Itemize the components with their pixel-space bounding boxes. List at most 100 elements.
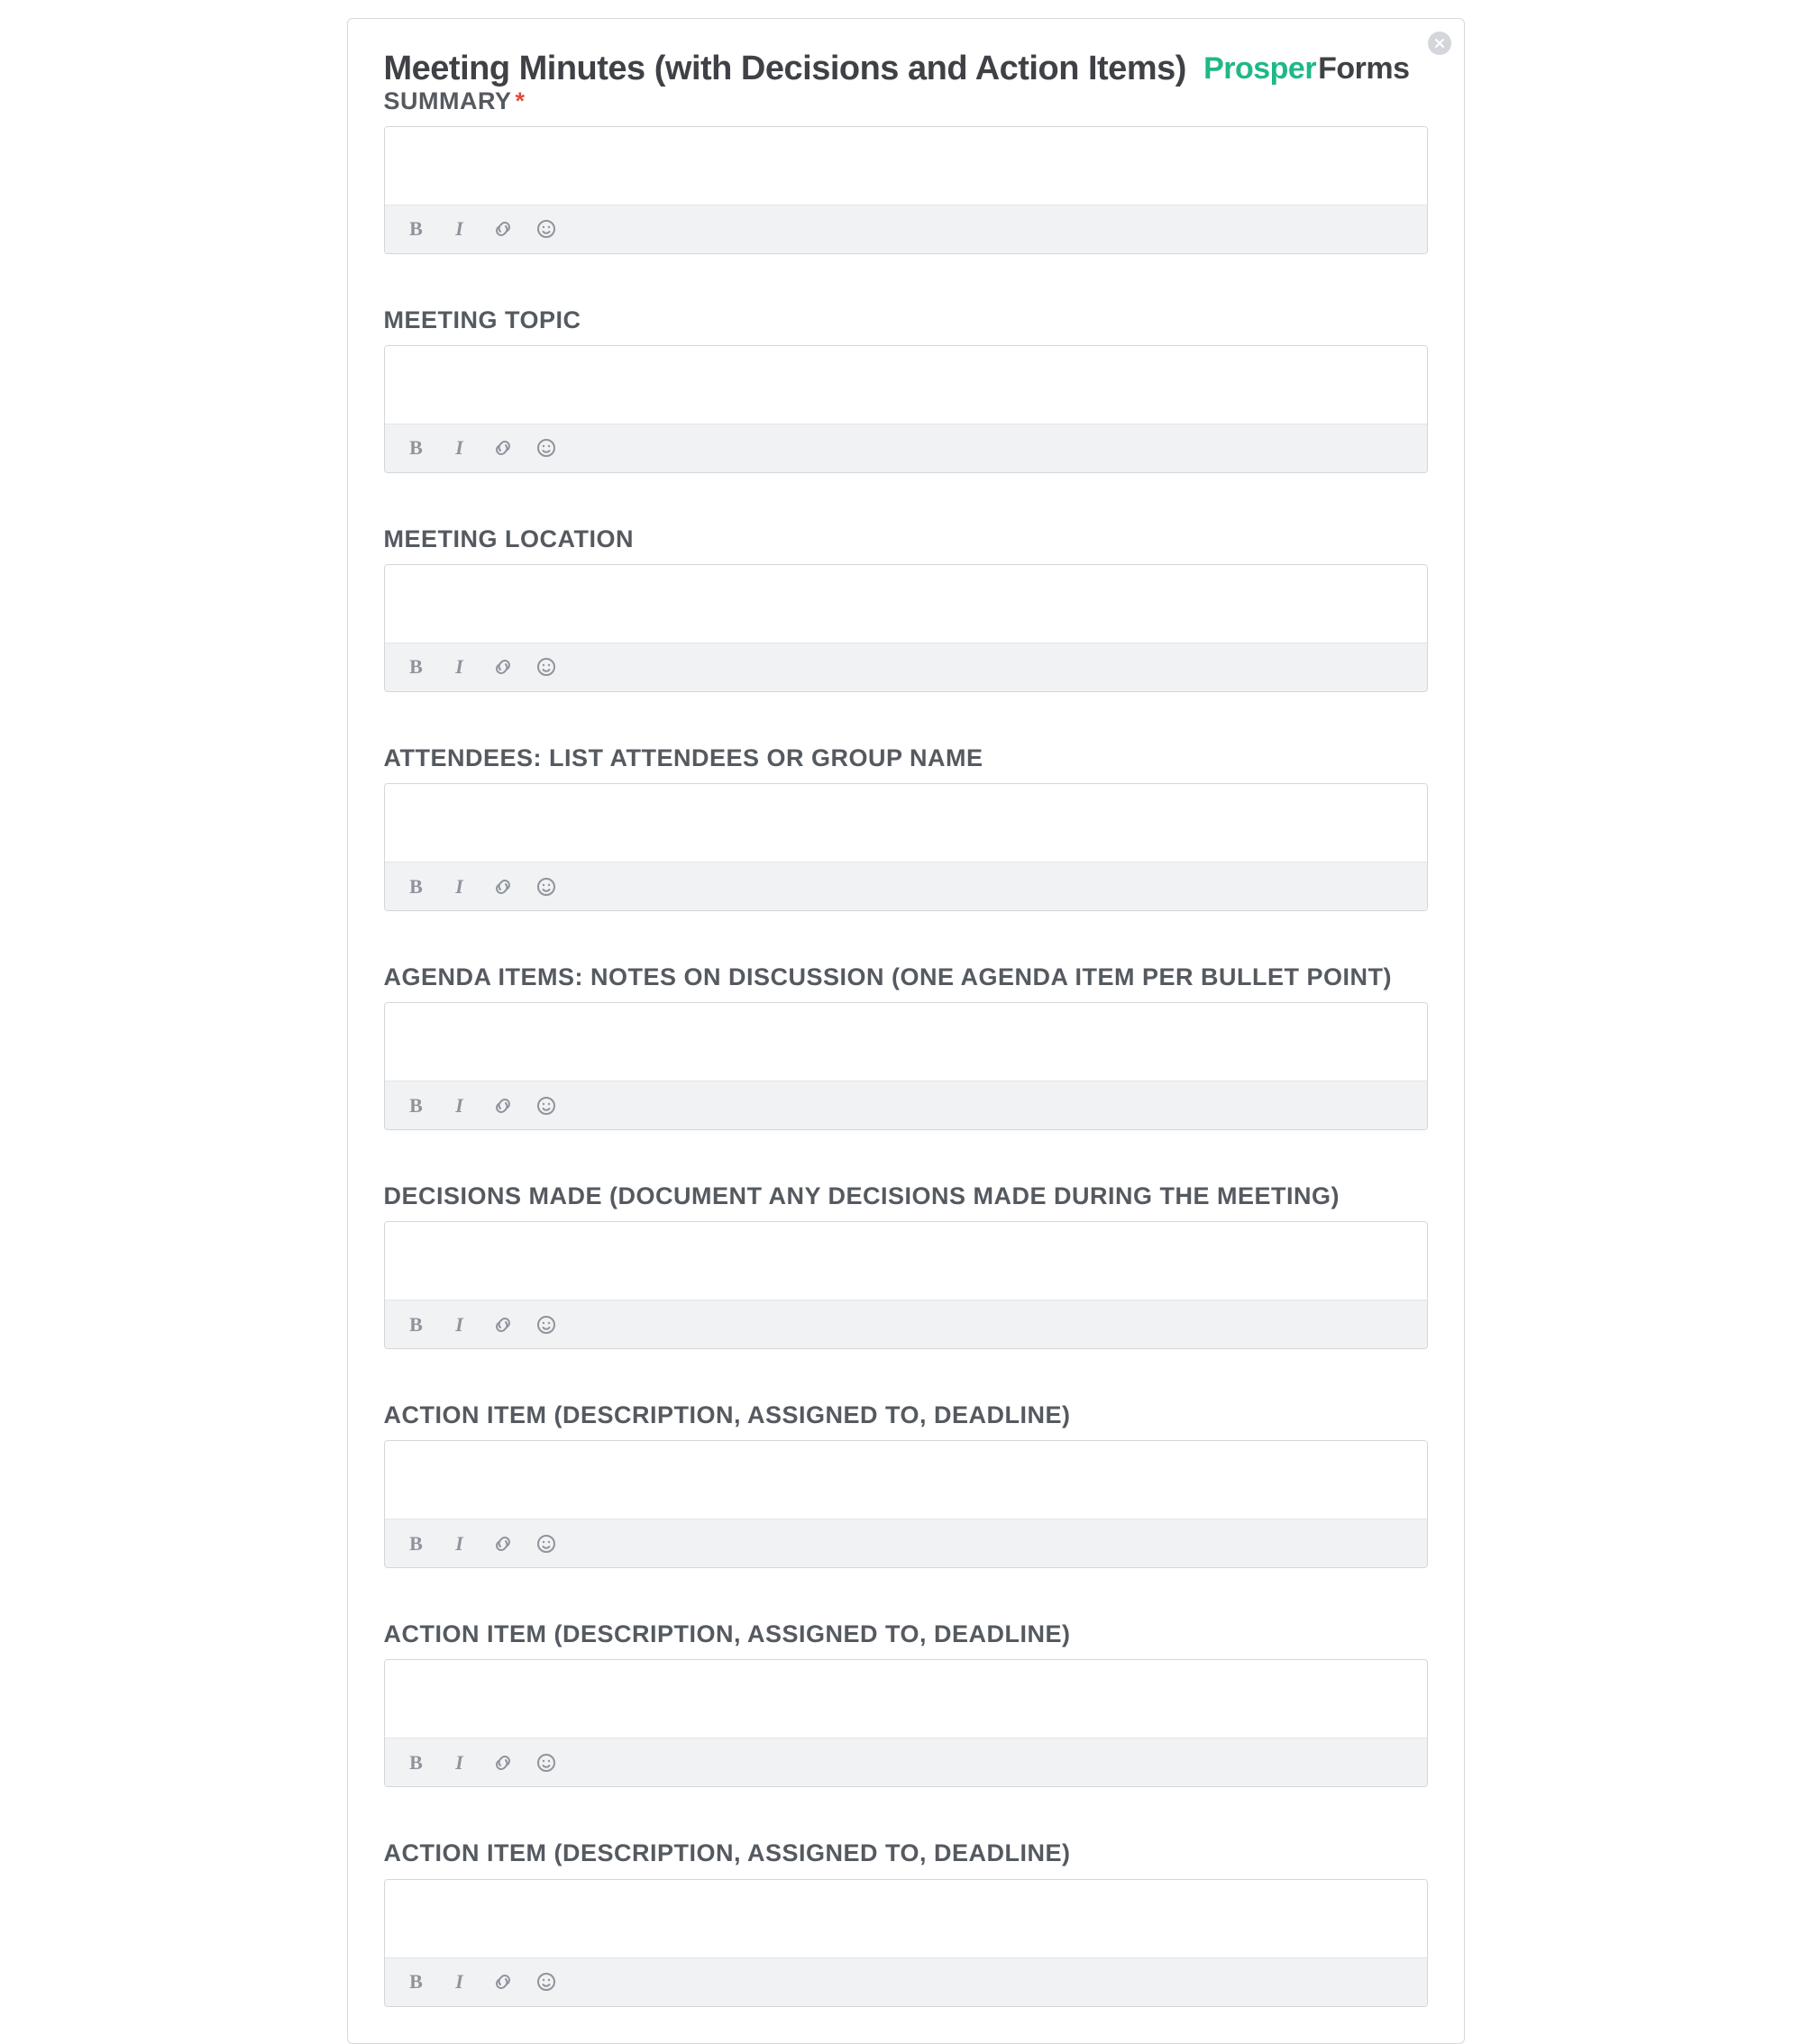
fields-container: SUMMARY*BIMEETING TOPICBIMEETING LOCATIO… (384, 86, 1428, 2007)
italic-button[interactable]: I (448, 1313, 471, 1337)
italic-button[interactable]: I (448, 1094, 471, 1118)
editor-toolbar: BI (385, 1300, 1427, 1348)
rich-text-editor: BI (384, 345, 1428, 473)
form-header: Meeting Minutes (with Decisions and Acti… (384, 50, 1428, 89)
rich-text-editor: BI (384, 126, 1428, 254)
bold-button[interactable]: B (405, 1094, 428, 1118)
close-button[interactable] (1428, 32, 1451, 55)
link-button[interactable] (491, 436, 515, 460)
emoji-icon (535, 1533, 557, 1555)
link-icon (492, 1752, 514, 1774)
emoji-button[interactable] (535, 436, 558, 460)
emoji-button[interactable] (535, 875, 558, 899)
italic-button[interactable]: I (448, 217, 471, 241)
bold-button[interactable]: B (405, 1751, 428, 1775)
field-label: SUMMARY* (384, 86, 1428, 117)
field-block: ATTENDEES: LIST ATTENDEES OR GROUP NAME B… (384, 743, 1428, 911)
italic-button[interactable]: I (448, 1970, 471, 1994)
editor-input[interactable] (385, 1003, 1427, 1081)
editor-toolbar: BI (385, 1519, 1427, 1567)
link-icon (492, 1314, 514, 1336)
field-label-text: MEETING LOCATION (384, 525, 635, 552)
field-block: SUMMARY* BI (384, 86, 1428, 254)
emoji-icon (535, 437, 557, 459)
link-icon (492, 656, 514, 678)
link-icon (492, 437, 514, 459)
field-label-text: ATTENDEES: LIST ATTENDEES OR GROUP NAME (384, 744, 983, 771)
editor-input[interactable] (385, 127, 1427, 205)
editor-toolbar: BI (385, 1957, 1427, 2006)
field-label: DECISIONS MADE (DOCUMENT ANY DECISIONS M… (384, 1181, 1428, 1212)
link-button[interactable] (491, 1970, 515, 1994)
bold-button[interactable]: B (405, 1313, 428, 1337)
rich-text-editor: BI (384, 1659, 1428, 1787)
italic-button[interactable]: I (448, 436, 471, 460)
link-icon (492, 1095, 514, 1117)
editor-input[interactable] (385, 784, 1427, 862)
page-canvas: Meeting Minutes (with Decisions and Acti… (0, 0, 1811, 2044)
link-icon (492, 218, 514, 240)
form-card: Meeting Minutes (with Decisions and Acti… (347, 18, 1465, 2044)
field-block: MEETING LOCATION BI (384, 524, 1428, 692)
editor-toolbar: BI (385, 862, 1427, 910)
field-label-text: ACTION ITEM (DESCRIPTION, ASSIGNED TO, D… (384, 1401, 1071, 1428)
bold-button[interactable]: B (405, 1970, 428, 1994)
rich-text-editor: BI (384, 1440, 1428, 1568)
editor-toolbar: BI (385, 643, 1427, 691)
rich-text-editor: BI (384, 1879, 1428, 2007)
bold-button[interactable]: B (405, 1532, 428, 1556)
link-button[interactable] (491, 1313, 515, 1337)
bold-button[interactable]: B (405, 217, 428, 241)
rich-text-editor: BI (384, 564, 1428, 692)
emoji-icon (535, 1095, 557, 1117)
emoji-icon (535, 656, 557, 678)
italic-button[interactable]: I (448, 1751, 471, 1775)
emoji-button[interactable] (535, 1751, 558, 1775)
emoji-button[interactable] (535, 217, 558, 241)
italic-button[interactable]: I (448, 875, 471, 899)
field-label-text: ACTION ITEM (DESCRIPTION, ASSIGNED TO, D… (384, 1839, 1071, 1866)
field-block: ACTION ITEM (DESCRIPTION, ASSIGNED TO, D… (384, 1838, 1428, 2006)
brand-logo: ProsperForms (1203, 51, 1409, 87)
field-block: MEETING TOPIC BI (384, 305, 1428, 473)
editor-input[interactable] (385, 565, 1427, 643)
bold-button[interactable]: B (405, 875, 428, 899)
field-label: ACTION ITEM (DESCRIPTION, ASSIGNED TO, D… (384, 1400, 1428, 1431)
field-label-text: DECISIONS MADE (DOCUMENT ANY DECISIONS M… (384, 1182, 1340, 1209)
field-block: DECISIONS MADE (DOCUMENT ANY DECISIONS M… (384, 1181, 1428, 1349)
emoji-button[interactable] (535, 655, 558, 679)
field-label: ATTENDEES: LIST ATTENDEES OR GROUP NAME (384, 743, 1428, 774)
rich-text-editor: BI (384, 1002, 1428, 1130)
field-label-text: ACTION ITEM (DESCRIPTION, ASSIGNED TO, D… (384, 1620, 1071, 1647)
field-label: ACTION ITEM (DESCRIPTION, ASSIGNED TO, D… (384, 1838, 1428, 1869)
bold-button[interactable]: B (405, 436, 428, 460)
field-label-text: AGENDA ITEMS: NOTES ON DISCUSSION (ONE A… (384, 963, 1393, 990)
link-button[interactable] (491, 217, 515, 241)
emoji-button[interactable] (535, 1532, 558, 1556)
italic-button[interactable]: I (448, 655, 471, 679)
bold-button[interactable]: B (405, 655, 428, 679)
italic-button[interactable]: I (448, 1532, 471, 1556)
editor-input[interactable] (385, 1441, 1427, 1519)
emoji-icon (535, 1752, 557, 1774)
emoji-button[interactable] (535, 1094, 558, 1118)
emoji-icon (535, 1314, 557, 1336)
editor-toolbar: BI (385, 1081, 1427, 1129)
editor-input[interactable] (385, 1222, 1427, 1300)
link-button[interactable] (491, 1094, 515, 1118)
link-button[interactable] (491, 655, 515, 679)
field-label-text: MEETING TOPIC (384, 306, 581, 333)
brand-part1: Prosper (1203, 51, 1316, 86)
emoji-icon (535, 1971, 557, 1993)
editor-input[interactable] (385, 1880, 1427, 1957)
editor-input[interactable] (385, 346, 1427, 424)
editor-input[interactable] (385, 1660, 1427, 1738)
form-title: Meeting Minutes (with Decisions and Acti… (384, 50, 1186, 89)
link-button[interactable] (491, 875, 515, 899)
field-label-text: SUMMARY (384, 87, 512, 114)
emoji-button[interactable] (535, 1313, 558, 1337)
emoji-button[interactable] (535, 1970, 558, 1994)
editor-toolbar: BI (385, 205, 1427, 253)
link-button[interactable] (491, 1751, 515, 1775)
link-button[interactable] (491, 1532, 515, 1556)
